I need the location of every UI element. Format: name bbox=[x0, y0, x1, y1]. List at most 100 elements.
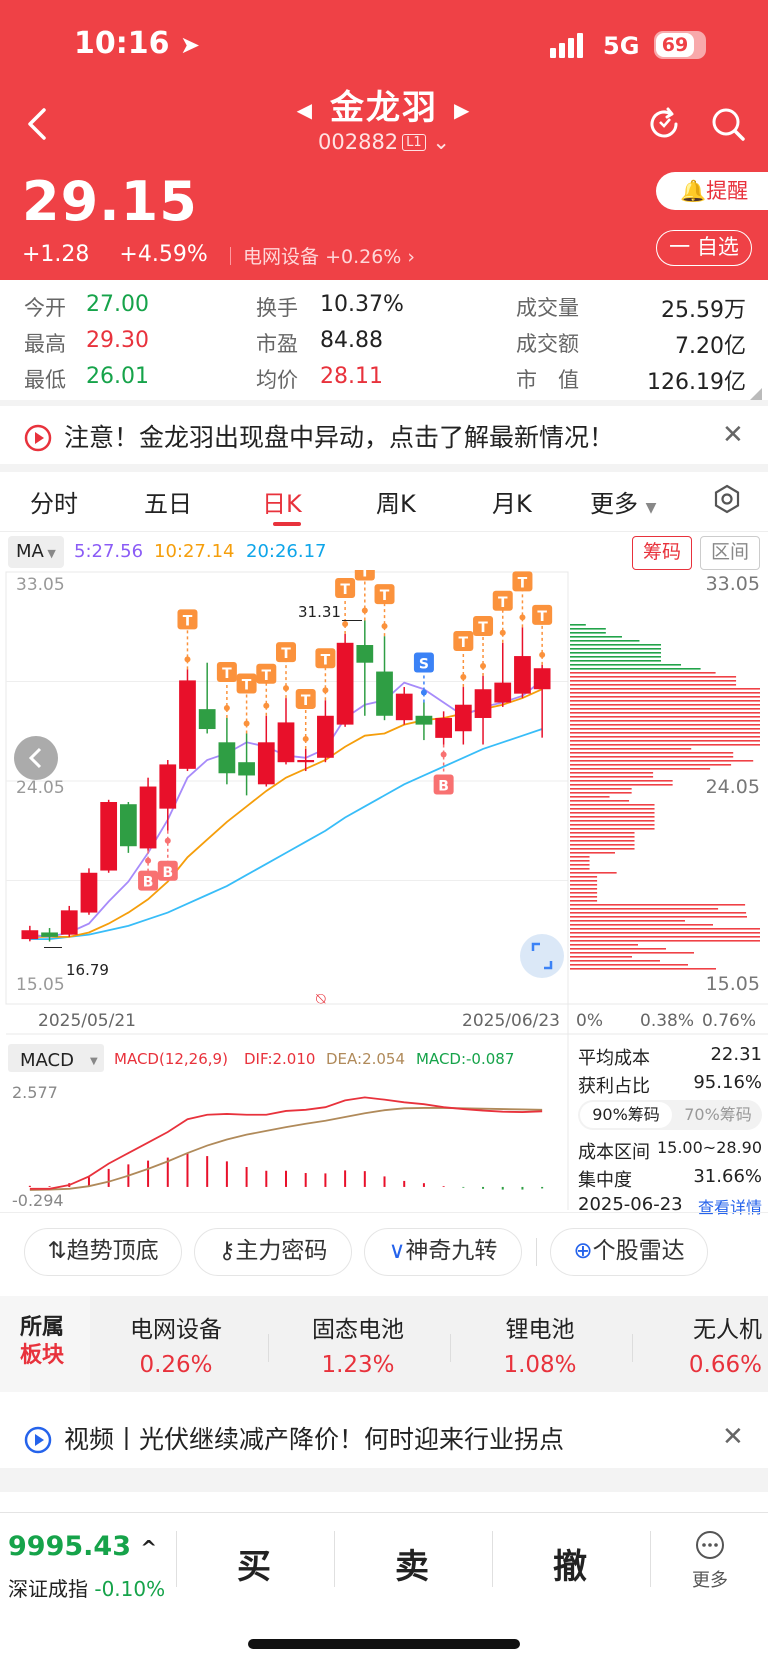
chip-bar bbox=[570, 728, 760, 730]
ma-select[interactable]: MA ▼ bbox=[8, 536, 64, 568]
tab-daily-k[interactable]: 日K bbox=[262, 490, 302, 518]
tab-monthly-k[interactable]: 月K bbox=[492, 490, 532, 518]
ma10-value: 10:27.14 bbox=[154, 541, 235, 562]
chip-pct-switch[interactable]: 90%筹码 70%筹码 bbox=[578, 1100, 762, 1130]
chip-bar bbox=[570, 840, 635, 842]
stock-radar-button[interactable]: ⊕个股雷达 bbox=[550, 1228, 708, 1276]
chart-settings-icon[interactable] bbox=[712, 484, 742, 514]
macd-select[interactable] bbox=[8, 1044, 104, 1072]
expand-icon bbox=[531, 942, 553, 970]
chip-bar bbox=[570, 628, 606, 630]
marker-dot bbox=[302, 735, 309, 742]
chip-bar bbox=[570, 888, 598, 890]
chip-bar bbox=[570, 792, 632, 794]
sector-item[interactable]: 电网设备 0.26% bbox=[130, 1317, 222, 1378]
marker-dot bbox=[420, 689, 427, 696]
chip-distribution-button[interactable]: 筹码 bbox=[632, 536, 692, 570]
back-icon[interactable] bbox=[22, 104, 52, 144]
main-force-code-button[interactable]: ⚷主力密码 bbox=[194, 1228, 352, 1276]
index-name[interactable]: 深证成指 -0.10% bbox=[8, 1577, 166, 1601]
chip-bar bbox=[570, 864, 590, 866]
buy-button[interactable]: 买 bbox=[237, 1547, 271, 1587]
chip-bar bbox=[570, 896, 598, 898]
close-icon[interactable]: ✕ bbox=[722, 420, 744, 450]
candle-body bbox=[336, 642, 354, 725]
range-button[interactable]: 区间 bbox=[700, 536, 760, 570]
tab-intraday[interactable]: 分时 bbox=[30, 490, 78, 518]
trend-top-bottom-button[interactable]: ⇅趋势顶底 bbox=[24, 1228, 182, 1276]
stat-mcap-label: 市 值 bbox=[516, 368, 579, 392]
refresh-icon[interactable] bbox=[646, 106, 682, 142]
candle bbox=[395, 687, 413, 725]
sector-item[interactable]: 固态电池 1.23% bbox=[312, 1317, 404, 1378]
chevron-right-icon: › bbox=[407, 246, 415, 268]
cancel-order-button[interactable]: 撤 bbox=[553, 1547, 587, 1587]
index-value[interactable]: 9995.43 ^ bbox=[8, 1531, 158, 1562]
chip-bar bbox=[570, 932, 760, 934]
add-watchlist-button[interactable]: 一 自选 bbox=[656, 230, 752, 266]
marker-dot bbox=[184, 656, 191, 663]
tab-more[interactable]: 更多 ▼ bbox=[590, 484, 656, 519]
candle bbox=[198, 662, 216, 734]
avg-cost-row: 平均成本 22.31 bbox=[578, 1044, 762, 1069]
stat-amount-value: 7.20亿 bbox=[675, 334, 746, 359]
marker-dot bbox=[499, 629, 506, 636]
chip-bar bbox=[570, 968, 716, 970]
remind-button[interactable]: 🔔提醒 bbox=[656, 172, 768, 210]
alert-notice[interactable]: 注意！金龙羽出现盘中异动，点击了解最新情况！ ✕ bbox=[0, 406, 768, 466]
annot-high: 31.31 bbox=[298, 603, 341, 621]
next-stock-icon[interactable]: ▶ bbox=[454, 97, 472, 122]
view-detail-link[interactable]: 查看详情 bbox=[697, 1198, 762, 1217]
ma-select-label: MA bbox=[16, 541, 44, 562]
stock-name-switcher[interactable]: ◀ 金龙羽 ▶ bbox=[0, 80, 768, 129]
chart-border bbox=[5, 571, 569, 1005]
marker-badge bbox=[315, 648, 336, 669]
close-icon[interactable]: ✕ bbox=[722, 1422, 744, 1452]
tab-five-day[interactable]: 五日 bbox=[144, 490, 192, 518]
y-axis-bottom-right: 15.05 bbox=[706, 973, 760, 995]
chip-bar bbox=[570, 868, 590, 870]
macd-dif: DIF:2.010 bbox=[244, 1050, 315, 1068]
tab-weekly-k[interactable]: 周K bbox=[376, 490, 416, 518]
chip-bar bbox=[570, 756, 734, 758]
y-axis-bottom-left: 15.05 bbox=[16, 975, 65, 995]
stock-code-row[interactable]: 002882 L1 ⌄ bbox=[0, 130, 768, 154]
macd-top: 2.577 bbox=[12, 1083, 58, 1102]
sector-item[interactable]: 无人机 0.66% bbox=[688, 1317, 762, 1378]
chip-bar bbox=[570, 712, 760, 714]
alert-notice-text: 注意！金龙羽出现盘中异动，点击了解最新情况！ bbox=[64, 423, 615, 452]
sell-button[interactable]: 卖 bbox=[395, 1547, 429, 1587]
search-icon[interactable] bbox=[710, 106, 746, 142]
magic-nine-button[interactable]: ∨神奇九转 bbox=[364, 1228, 522, 1276]
ma20-line bbox=[29, 728, 543, 940]
caret-up-icon: ^ bbox=[140, 1536, 158, 1560]
candle bbox=[100, 799, 118, 873]
sector-item[interactable]: 锂电池 1.08% bbox=[503, 1317, 577, 1378]
fullscreen-button[interactable] bbox=[520, 934, 564, 978]
home-indicator[interactable] bbox=[248, 1639, 520, 1649]
stat-high-value: 29.30 bbox=[86, 328, 149, 353]
expand-corner-icon[interactable] bbox=[748, 388, 762, 402]
marker-label: B bbox=[438, 779, 449, 795]
chip-distribution-bars bbox=[570, 624, 760, 970]
chip-bar bbox=[570, 764, 732, 766]
chip-bar bbox=[570, 772, 654, 774]
candle-body bbox=[474, 689, 492, 718]
prev-stock-icon[interactable]: ◀ bbox=[296, 97, 314, 122]
date-end: 2025/06/23 bbox=[462, 1011, 560, 1031]
divider bbox=[0, 1212, 768, 1213]
chip-bar bbox=[570, 780, 673, 782]
sector-tag[interactable]: 电网设备 +0.26% › bbox=[230, 242, 415, 269]
chip-bar bbox=[570, 848, 635, 850]
marker-dot bbox=[361, 607, 368, 614]
candle-body bbox=[41, 932, 58, 937]
chip70-option[interactable]: 70%筹码 bbox=[684, 1105, 752, 1124]
scroll-left-button[interactable] bbox=[14, 736, 58, 780]
chip90-option[interactable]: 90%筹码 bbox=[580, 1102, 672, 1128]
more-button[interactable]: 更多 bbox=[690, 1529, 730, 1592]
candle bbox=[21, 925, 39, 942]
chip-bar bbox=[570, 876, 598, 878]
video-notice[interactable]: 视频丨光伏继续减产降价！何时迎来行业拐点 ✕ bbox=[0, 1408, 768, 1468]
marker-dot bbox=[283, 685, 289, 692]
